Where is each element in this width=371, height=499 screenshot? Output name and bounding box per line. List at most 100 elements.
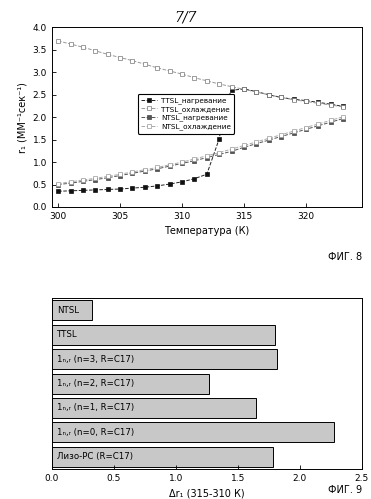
Bar	[52, 374, 209, 394]
NTSL_охлаждение	[316, 121, 321, 127]
NTSL_нагревание	[328, 119, 333, 125]
TTSL_охлаждение	[167, 68, 172, 74]
NTSL_охлаждение	[217, 150, 221, 156]
TTSL_нагревание	[279, 94, 283, 100]
TTSL_охлаждение	[291, 97, 296, 103]
TTSL_нагревание	[105, 187, 110, 193]
NTSL_охлаждение	[155, 165, 160, 171]
Text: 1ₙ,ᵣ (n=0, R=C17): 1ₙ,ᵣ (n=0, R=C17)	[57, 428, 134, 437]
Bar	[52, 300, 92, 320]
TTSL_охлаждение	[217, 81, 221, 87]
Line: NTSL_охлаждение: NTSL_охлаждение	[56, 115, 345, 186]
TTSL_охлаждение	[118, 54, 122, 60]
Bar	[52, 398, 256, 418]
Text: 1ₙ,ᵣ (n=2, R=C17): 1ₙ,ᵣ (n=2, R=C17)	[57, 379, 134, 388]
NTSL_нагревание	[180, 161, 184, 167]
NTSL_охлаждение	[242, 143, 246, 149]
TTSL_нагревание	[328, 101, 333, 107]
Line: NTSL_нагревание: NTSL_нагревание	[56, 117, 345, 187]
NTSL_нагревание	[130, 170, 135, 176]
NTSL_нагревание	[155, 166, 160, 172]
NTSL_нагревание	[254, 141, 259, 147]
TTSL_нагревание	[93, 187, 98, 193]
NTSL_нагревание	[167, 163, 172, 169]
TTSL_нагревание	[205, 171, 209, 177]
NTSL_нагревание	[304, 126, 308, 132]
TTSL_охлаждение	[341, 104, 345, 110]
TTSL_охлаждение	[180, 71, 184, 77]
Text: ФИГ. 8: ФИГ. 8	[328, 252, 362, 262]
NTSL_охлаждение	[93, 175, 98, 181]
TTSL_охлаждение	[279, 94, 283, 100]
TTSL_охлаждение	[229, 84, 234, 90]
NTSL_нагревание	[229, 148, 234, 154]
NTSL_охлаждение	[266, 135, 271, 141]
NTSL_нагревание	[205, 155, 209, 161]
Bar	[52, 447, 273, 467]
NTSL_нагревание	[341, 116, 345, 122]
NTSL_нагревание	[279, 134, 283, 140]
TTSL_охлаждение	[56, 38, 60, 44]
TTSL_нагревание	[155, 183, 160, 189]
Line: TTSL_нагревание: TTSL_нагревание	[56, 87, 345, 193]
NTSL_нагревание	[217, 152, 221, 158]
TTSL_охлаждение	[130, 58, 135, 64]
TTSL_нагревание	[254, 89, 259, 95]
Bar	[52, 325, 275, 345]
NTSL_нагревание	[93, 177, 98, 183]
TTSL_нагревание	[223, 100, 228, 106]
TTSL_охлаждение	[316, 100, 321, 106]
NTSL_охлаждение	[68, 179, 73, 185]
TTSL_нагревание	[81, 187, 85, 193]
NTSL_охлаждение	[192, 156, 197, 162]
TTSL_охлаждение	[242, 86, 246, 92]
Text: Лизо-РС (R=C17): Лизо-РС (R=C17)	[57, 453, 133, 462]
TTSL_охлаждение	[266, 92, 271, 98]
Text: NTSL: NTSL	[57, 306, 79, 315]
TTSL_нагревание	[56, 188, 60, 194]
TTSL_охлаждение	[328, 102, 333, 108]
TTSL_охлаждение	[68, 41, 73, 47]
NTSL_охлаждение	[229, 146, 234, 152]
NTSL_охлаждение	[341, 114, 345, 120]
TTSL_нагревание	[242, 86, 246, 92]
NTSL_охлаждение	[304, 125, 308, 131]
Text: TTSL: TTSL	[57, 330, 78, 339]
TTSL_охлаждение	[155, 65, 160, 71]
TTSL_охлаждение	[93, 48, 98, 54]
NTSL_нагревание	[118, 173, 122, 179]
Text: 7/7: 7/7	[174, 11, 197, 25]
TTSL_нагревание	[217, 136, 221, 142]
NTSL_нагревание	[56, 182, 60, 188]
TTSL_нагревание	[130, 185, 135, 191]
NTSL_нагревание	[105, 175, 110, 181]
TTSL_нагревание	[229, 87, 234, 93]
TTSL_охлаждение	[81, 44, 85, 50]
NTSL_нагревание	[316, 123, 321, 129]
NTSL_охлаждение	[105, 174, 110, 180]
TTSL_нагревание	[118, 186, 122, 192]
NTSL_охлаждение	[254, 139, 259, 145]
NTSL_охлаждение	[130, 169, 135, 175]
Bar	[52, 349, 278, 369]
TTSL_нагревание	[180, 179, 184, 185]
TTSL_нагревание	[266, 92, 271, 98]
TTSL_нагревание	[68, 188, 73, 194]
NTSL_нагревание	[192, 158, 197, 164]
NTSL_нагревание	[68, 180, 73, 186]
TTSL_нагревание	[167, 181, 172, 187]
NTSL_охлаждение	[167, 162, 172, 168]
TTSL_охлаждение	[304, 98, 308, 104]
NTSL_нагревание	[242, 144, 246, 150]
NTSL_охлаждение	[291, 128, 296, 134]
NTSL_нагревание	[291, 130, 296, 136]
NTSL_нагревание	[81, 178, 85, 184]
TTSL_нагревание	[143, 184, 147, 190]
TTSL_нагревание	[341, 103, 345, 109]
NTSL_охлаждение	[205, 153, 209, 159]
NTSL_охлаждение	[81, 177, 85, 183]
Text: 1ₙ,ᵣ (n=3, R=C17): 1ₙ,ᵣ (n=3, R=C17)	[57, 355, 134, 364]
Text: ФИГ. 9: ФИГ. 9	[328, 485, 362, 495]
Line: TTSL_охлаждение: TTSL_охлаждение	[56, 39, 345, 109]
NTSL_охлаждение	[56, 181, 60, 187]
